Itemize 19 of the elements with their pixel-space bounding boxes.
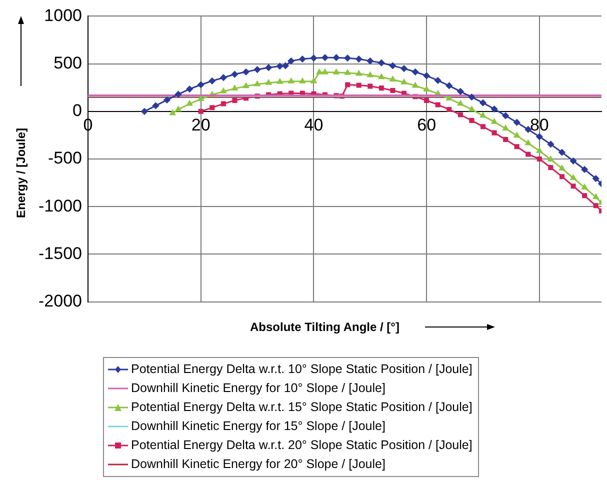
legend-label: Downhill Kinetic Energy for 10° Slope / [Joule] (131, 380, 386, 397)
y-tick-label: -1000 (38, 196, 82, 216)
y-tick-label: -500 (48, 148, 82, 168)
x-tick-label: 20 (191, 115, 210, 134)
y-tick-label: -1500 (38, 244, 82, 263)
y-tick-label: 1000 (44, 6, 82, 25)
y-tick-label: 500 (54, 53, 82, 72)
x-axis-title: Absolute Tilting Angle / [°] (250, 320, 400, 334)
y-axis-title: Energy / [Joule] (14, 128, 28, 218)
legend-label: Downhill Kinetic Energy for 15° Slope / [Joule] (131, 418, 386, 435)
x-tick-label: 60 (417, 115, 436, 134)
x-tick-label: 40 (304, 115, 324, 134)
legend-label: Potential Energy Delta w.r.t. 20° Slope Static Position / [Joule] (131, 437, 472, 454)
legend-label: Potential Energy Delta w.r.t. 15° Slope Static Position / [Joule] (131, 399, 472, 416)
y-tick-label: 0 (72, 101, 82, 120)
x-tick-label: 80 (530, 115, 549, 134)
y-tick-label: -2000 (38, 291, 82, 310)
legend-label: Potential Energy Delta w.r.t. 10° Slope Static Position / [Joule] (131, 361, 472, 378)
legend-label: Downhill Kinetic Energy for 20° Slope / [Joule] (131, 456, 386, 473)
